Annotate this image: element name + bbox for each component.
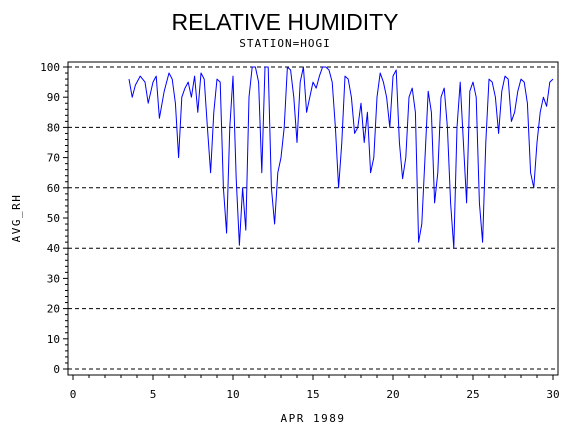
y-tick-label: 30	[47, 272, 60, 285]
series-group	[128, 66, 554, 249]
chart-title: RELATIVE HUMIDITY	[171, 9, 398, 35]
chart-subtitle: STATION=HOGI	[239, 37, 330, 50]
plot-frame	[67, 61, 559, 376]
gridlines	[68, 66, 558, 370]
series-line-0	[128, 66, 554, 249]
x-tick-label: 0	[70, 388, 77, 401]
x-tick-label: 5	[150, 388, 157, 401]
y-tick-label: 0	[53, 363, 60, 376]
y-tick-label: 20	[47, 303, 60, 316]
y-axis-label: AVG_RH	[10, 194, 23, 243]
x-tick-label: 10	[226, 388, 239, 401]
y-axis: 0 10 20 30 40 50 60 70 80 90 100	[40, 61, 68, 376]
y-tick-label: 80	[47, 121, 60, 134]
y-tick-label: 100	[40, 61, 60, 74]
y-tick-label: 70	[47, 152, 60, 165]
y-tick-label: 90	[47, 91, 60, 104]
x-axis: 0 5 10 15 20 25 30	[70, 375, 560, 401]
y-tick-label: 10	[47, 333, 60, 346]
y-tick-label: 60	[47, 182, 60, 195]
x-tick-label: 25	[466, 388, 479, 401]
x-tick-label: 30	[546, 388, 559, 401]
y-tick-label: 50	[47, 212, 60, 225]
y-tick-label: 40	[47, 242, 60, 255]
x-tick-label: 15	[306, 388, 319, 401]
plot-border	[67, 61, 559, 376]
x-axis-label: APR 1989	[281, 412, 346, 425]
x-tick-label: 20	[386, 388, 399, 401]
